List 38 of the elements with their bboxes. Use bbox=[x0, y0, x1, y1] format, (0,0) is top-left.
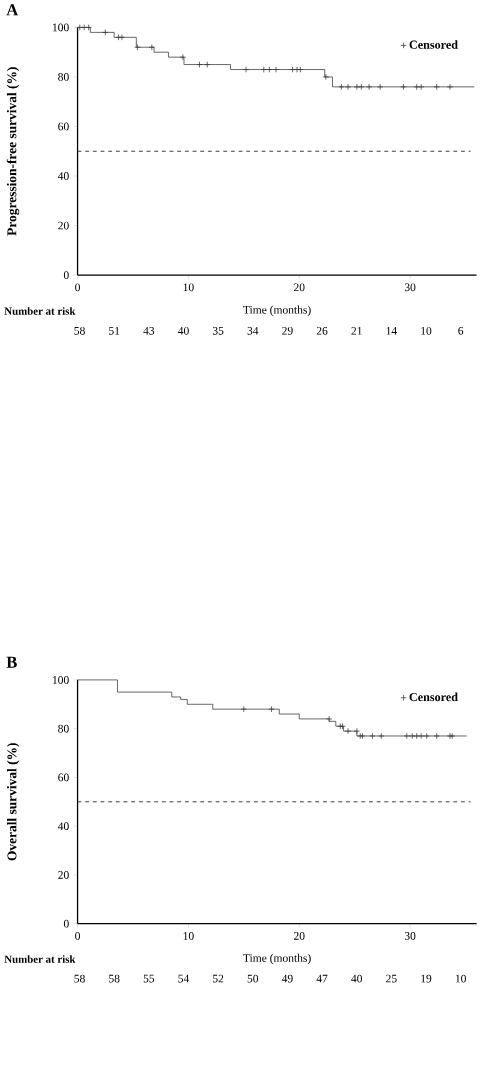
point bbox=[344, 83, 351, 91]
point bbox=[265, 66, 273, 73]
point bbox=[433, 732, 440, 740]
point bbox=[148, 44, 155, 51]
point bbox=[417, 83, 424, 91]
point bbox=[267, 705, 275, 713]
point bbox=[344, 727, 351, 735]
point bbox=[357, 83, 365, 91]
point bbox=[240, 705, 247, 713]
point bbox=[433, 83, 440, 91]
point bbox=[260, 66, 267, 73]
point bbox=[377, 732, 385, 740]
point bbox=[408, 732, 416, 740]
point bbox=[322, 73, 329, 81]
point bbox=[365, 83, 372, 91]
point bbox=[242, 66, 249, 73]
point bbox=[399, 83, 407, 91]
point bbox=[325, 715, 332, 723]
chart-title: B bbox=[6, 656, 17, 668]
point bbox=[85, 24, 92, 31]
point bbox=[448, 732, 456, 740]
point bbox=[179, 53, 186, 61]
point bbox=[337, 83, 345, 91]
point bbox=[195, 61, 203, 68]
point bbox=[403, 732, 410, 740]
point bbox=[353, 83, 360, 91]
point bbox=[353, 727, 360, 735]
point bbox=[203, 61, 211, 68]
point bbox=[446, 83, 453, 91]
point bbox=[133, 44, 141, 51]
point bbox=[446, 732, 453, 740]
point bbox=[413, 83, 420, 91]
point bbox=[368, 732, 376, 740]
point bbox=[376, 83, 383, 91]
chart-title: A bbox=[6, 4, 18, 16]
point bbox=[423, 732, 430, 740]
point bbox=[272, 66, 279, 73]
point bbox=[101, 29, 109, 36]
